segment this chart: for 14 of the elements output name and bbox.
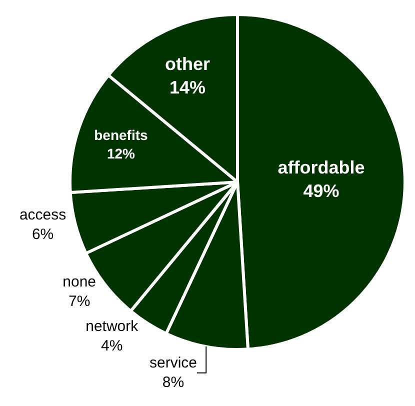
data-label: 8% [162,374,184,392]
data-label: 4% [101,338,123,355]
slice-label: service [149,354,197,372]
slice-label: affordable [278,158,365,178]
slice-label: benefits [94,127,148,144]
data-label: 12% [106,145,136,162]
slice-label: network [86,318,139,336]
data-label: 49% [303,181,340,202]
data-label: 7% [68,292,90,310]
data-label: 14% [169,77,206,98]
slice-label: other [164,54,210,74]
slice-label: access [19,206,66,224]
data-label: 6% [32,226,54,244]
slice-label: none [62,273,96,290]
